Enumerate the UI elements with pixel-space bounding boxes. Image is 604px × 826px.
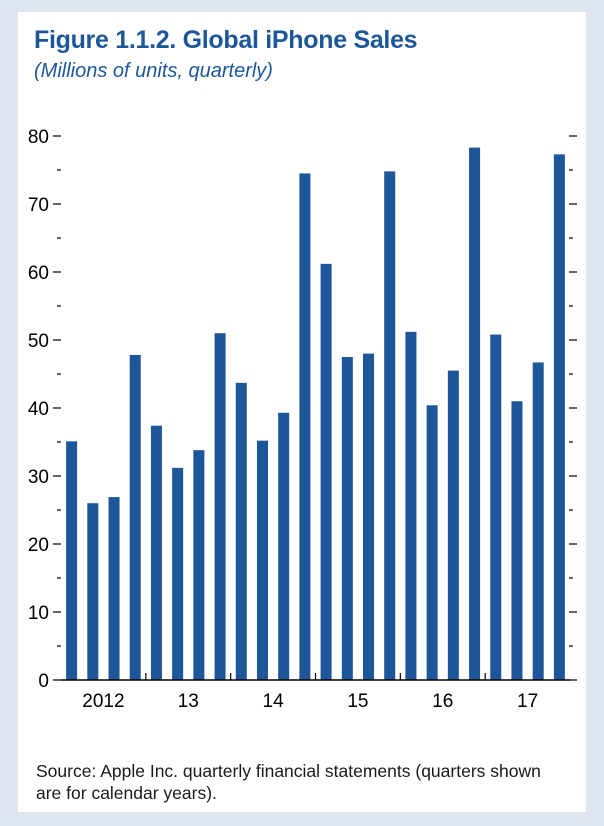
bar-2013Q3 (193, 450, 205, 680)
bar-2012Q4 (129, 354, 141, 680)
y-tick-label-30: 30 (28, 467, 49, 488)
bar-2015Q2 (341, 357, 353, 680)
bar-2015Q3 (363, 353, 375, 680)
x-year-label-16: 16 (432, 691, 453, 712)
y-tick-label-60: 60 (28, 263, 49, 284)
y-tick-label-40: 40 (28, 399, 49, 420)
bar-2017Q2 (511, 401, 523, 680)
bar-2016Q4 (469, 147, 481, 680)
bar-2014Q4 (299, 173, 311, 680)
x-year-label-14: 14 (263, 691, 285, 712)
bar-chart: 0 10 20 30 40 50 60 70 80 2012 13 14 15 16 17 (28, 127, 577, 712)
bar-2013Q2 (172, 467, 184, 680)
y-tick-label-20: 20 (28, 535, 49, 556)
bar-2015Q1 (320, 263, 332, 680)
bar-2013Q1 (150, 425, 162, 680)
bar-2013Q4 (214, 333, 226, 680)
figure-title: Figure 1.1.2. Global iPhone Sales (34, 26, 418, 54)
x-year-label-17: 17 (517, 691, 538, 712)
bar-2016Q1 (405, 331, 417, 680)
y-tick-label-50: 50 (28, 331, 49, 352)
x-year-label-2012: 2012 (82, 691, 124, 712)
y-tick-label-70: 70 (28, 195, 49, 216)
bar-2017Q4 (553, 154, 565, 681)
bar-2012Q1 (66, 441, 78, 680)
bar-2012Q2 (87, 503, 99, 680)
bar-2012Q3 (108, 497, 120, 680)
y-tick-label-0: 0 (38, 671, 49, 692)
x-year-label-13: 13 (178, 691, 199, 712)
figure-panel: Figure 1.1.2. Global iPhone Sales (Milli… (18, 12, 586, 812)
bar-2016Q2 (426, 405, 438, 680)
source-note: Source: Apple Inc. quarterly financial s… (36, 761, 541, 803)
x-year-label-15: 15 (347, 691, 368, 712)
figure-subtitle: (Millions of units, quarterly) (34, 60, 273, 82)
bar-2014Q2 (256, 440, 268, 680)
y-tick-label-80: 80 (28, 127, 49, 148)
bar-2016Q3 (447, 370, 459, 680)
bar-2014Q1 (235, 382, 247, 680)
bar-2017Q1 (490, 334, 502, 680)
bar-2014Q3 (278, 412, 290, 680)
bar-2017Q3 (532, 362, 544, 680)
y-tick-label-10: 10 (28, 603, 49, 624)
bar-2015Q4 (384, 171, 396, 681)
